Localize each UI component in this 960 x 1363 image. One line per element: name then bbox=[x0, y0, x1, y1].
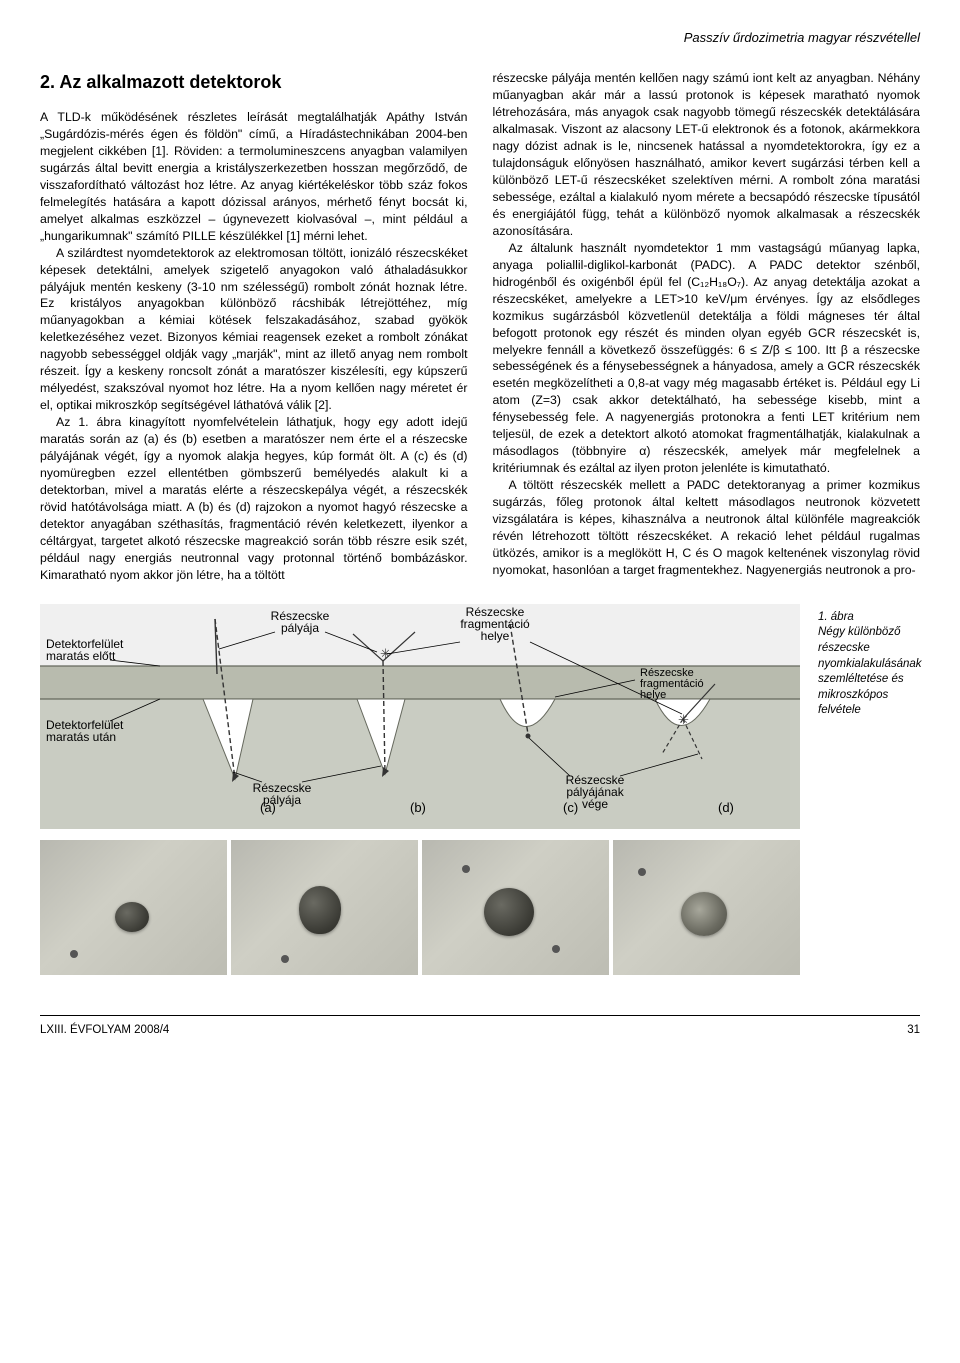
text-columns: 2. Az alkalmazott detektorok A TLD-k műk… bbox=[40, 70, 920, 584]
right-column: részecske pályája mentén kellően nagy sz… bbox=[493, 70, 921, 584]
diagram-svg: ✳✳Detektorfelületmaratás előttDetektorfe… bbox=[40, 604, 800, 829]
para-r1: Az általunk használt nyomdetektor 1 mm v… bbox=[493, 240, 921, 478]
para-r0: részecske pályája mentén kellően nagy sz… bbox=[493, 70, 921, 240]
micrograph-b bbox=[231, 840, 418, 975]
caption-text: Négy különböző részecske nyomkialakulásá… bbox=[818, 626, 922, 716]
svg-text:Detektorfelületmaratás előtt: Detektorfelületmaratás előtt bbox=[46, 637, 124, 663]
svg-text:(d): (d) bbox=[718, 800, 734, 815]
para-r2: A töltött részecskék mellett a PADC dete… bbox=[493, 477, 921, 579]
para-l1: A szilárdtest nyomdetektorok az elektrom… bbox=[40, 245, 468, 415]
figure-1: ✳✳Detektorfelületmaratás előttDetektorfe… bbox=[40, 604, 920, 975]
micrograph-a bbox=[40, 840, 227, 975]
micrograph-row bbox=[40, 840, 800, 975]
figure-diagram: ✳✳Detektorfelületmaratás előttDetektorfe… bbox=[40, 604, 800, 975]
left-column: 2. Az alkalmazott detektorok A TLD-k műk… bbox=[40, 70, 468, 584]
section-title: 2. Az alkalmazott detektorok bbox=[40, 70, 468, 95]
footer-left: LXIII. ÉVFOLYAM 2008/4 bbox=[40, 1024, 169, 1036]
svg-text:Detektorfelületmaratás után: Detektorfelületmaratás után bbox=[46, 718, 124, 744]
footer-page: 31 bbox=[907, 1024, 920, 1036]
para-l2: Az 1. ábra kinagyított nyomfelvételein l… bbox=[40, 414, 468, 584]
micrograph-d bbox=[613, 840, 800, 975]
svg-text:(a): (a) bbox=[260, 800, 276, 815]
running-head: Passzív űrdozimetria magyar részvétellel bbox=[40, 30, 920, 45]
page-footer: LXIII. ÉVFOLYAM 2008/4 31 bbox=[40, 1015, 920, 1036]
para-l0: A TLD-k működésének részletes leírását m… bbox=[40, 109, 468, 245]
figure-caption: 1. ábra Négy különböző részecske nyomkia… bbox=[818, 604, 922, 719]
micrograph-c bbox=[422, 840, 609, 975]
svg-text:(c): (c) bbox=[563, 800, 578, 815]
caption-num: 1. ábra bbox=[818, 611, 854, 623]
svg-text:(b): (b) bbox=[410, 800, 426, 815]
